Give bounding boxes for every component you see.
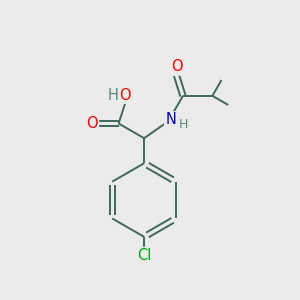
Text: O: O	[86, 116, 98, 131]
Text: H: H	[179, 118, 188, 131]
Text: O: O	[119, 88, 131, 103]
Text: N: N	[165, 112, 176, 128]
Text: H: H	[107, 88, 118, 103]
Text: O: O	[171, 59, 182, 74]
Text: Cl: Cl	[137, 248, 151, 263]
